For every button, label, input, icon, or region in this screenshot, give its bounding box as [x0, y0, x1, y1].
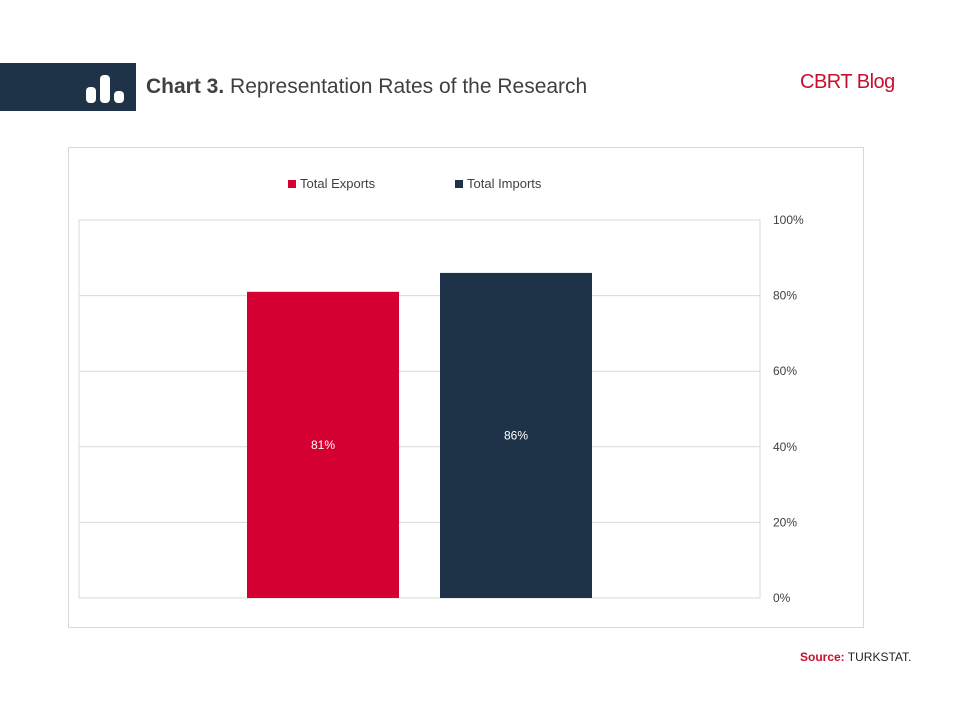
- source-label: Source:: [800, 650, 845, 664]
- chart-frame: 0% 20% 40% 60% 80% 100% 81% 86% Total Exports Tot…: [68, 147, 864, 628]
- source-note: Source: TURKSTAT.: [800, 650, 911, 664]
- header-band: [0, 63, 136, 111]
- chart-number: Chart 3.: [146, 75, 225, 98]
- y-tick-label: 20%: [773, 515, 797, 529]
- bar-chart: 0% 20% 40% 60% 80% 100% 81% 86% Total Exports Tot…: [78, 176, 804, 605]
- legend-swatch: [288, 180, 296, 188]
- bar-total-exports: [247, 291, 399, 598]
- bar-chart-icon: [86, 75, 124, 103]
- y-tick-label: 40%: [773, 440, 797, 454]
- y-tick-label: 0%: [773, 591, 791, 605]
- source-text: TURKSTAT.: [844, 650, 912, 664]
- y-tick-label: 100%: [773, 213, 804, 227]
- brand-logo-text: CBRT Blog: [800, 71, 895, 93]
- legend-label: Total Exports: [300, 176, 376, 191]
- legend-label: Total Imports: [467, 176, 542, 191]
- bar-total-imports: [440, 272, 592, 598]
- legend-swatch: [455, 180, 463, 188]
- data-label: 81%: [311, 438, 335, 452]
- data-label: 86%: [504, 428, 528, 442]
- y-tick-label: 60%: [773, 364, 797, 378]
- plot-area: [78, 219, 761, 599]
- chart-title: Chart 3. Representation Rates of the Res…: [146, 75, 587, 99]
- chart-title-text: Representation Rates of the Research: [224, 75, 588, 98]
- y-tick-label: 80%: [773, 289, 797, 303]
